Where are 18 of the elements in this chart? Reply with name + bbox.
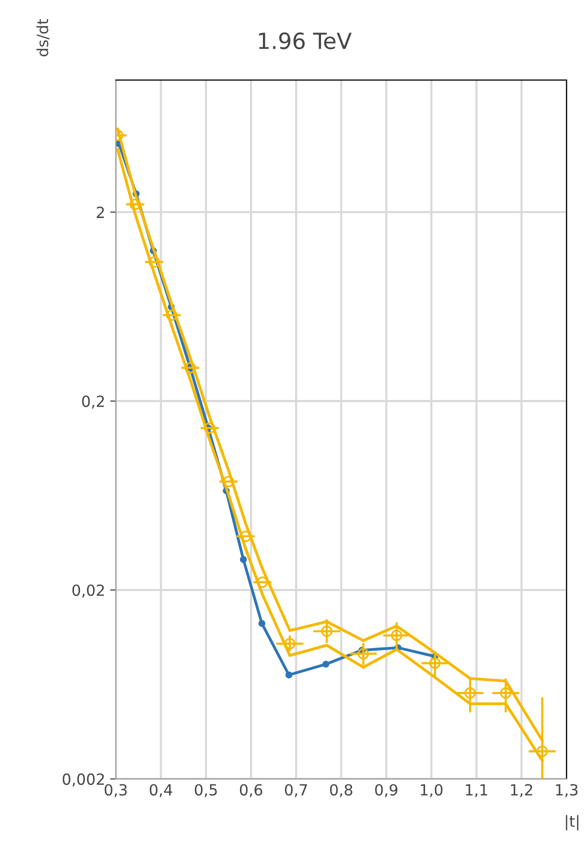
x-tick-label: 0,8 — [330, 784, 352, 798]
x-tick-label: 0,7 — [284, 784, 307, 798]
x-tick-label: 1,0 — [420, 784, 442, 798]
y-axis-title: ds/dt — [36, 19, 50, 56]
y-tick-label: 0,02 — [72, 584, 104, 598]
x-tick-label: 0,4 — [150, 784, 172, 798]
chart-title: 1.96 TeV — [259, 32, 352, 50]
x-tick-label: 0,5 — [194, 784, 217, 798]
x-tick-label: 1,2 — [511, 784, 532, 798]
x-tick-label: 1,3 — [556, 784, 578, 798]
x-tick-label: 1,1 — [466, 784, 488, 798]
y-tick-label: 2 — [96, 206, 104, 218]
x-tick-label: 0,6 — [240, 784, 262, 798]
y-tick-label: 0,2 — [82, 396, 104, 409]
x-tick-label: 0,3 — [104, 784, 127, 798]
y-tick-label: 0,002 — [62, 773, 104, 787]
x-tick-label: 0,9 — [375, 784, 398, 798]
x-axis-title: |t| — [566, 815, 578, 830]
